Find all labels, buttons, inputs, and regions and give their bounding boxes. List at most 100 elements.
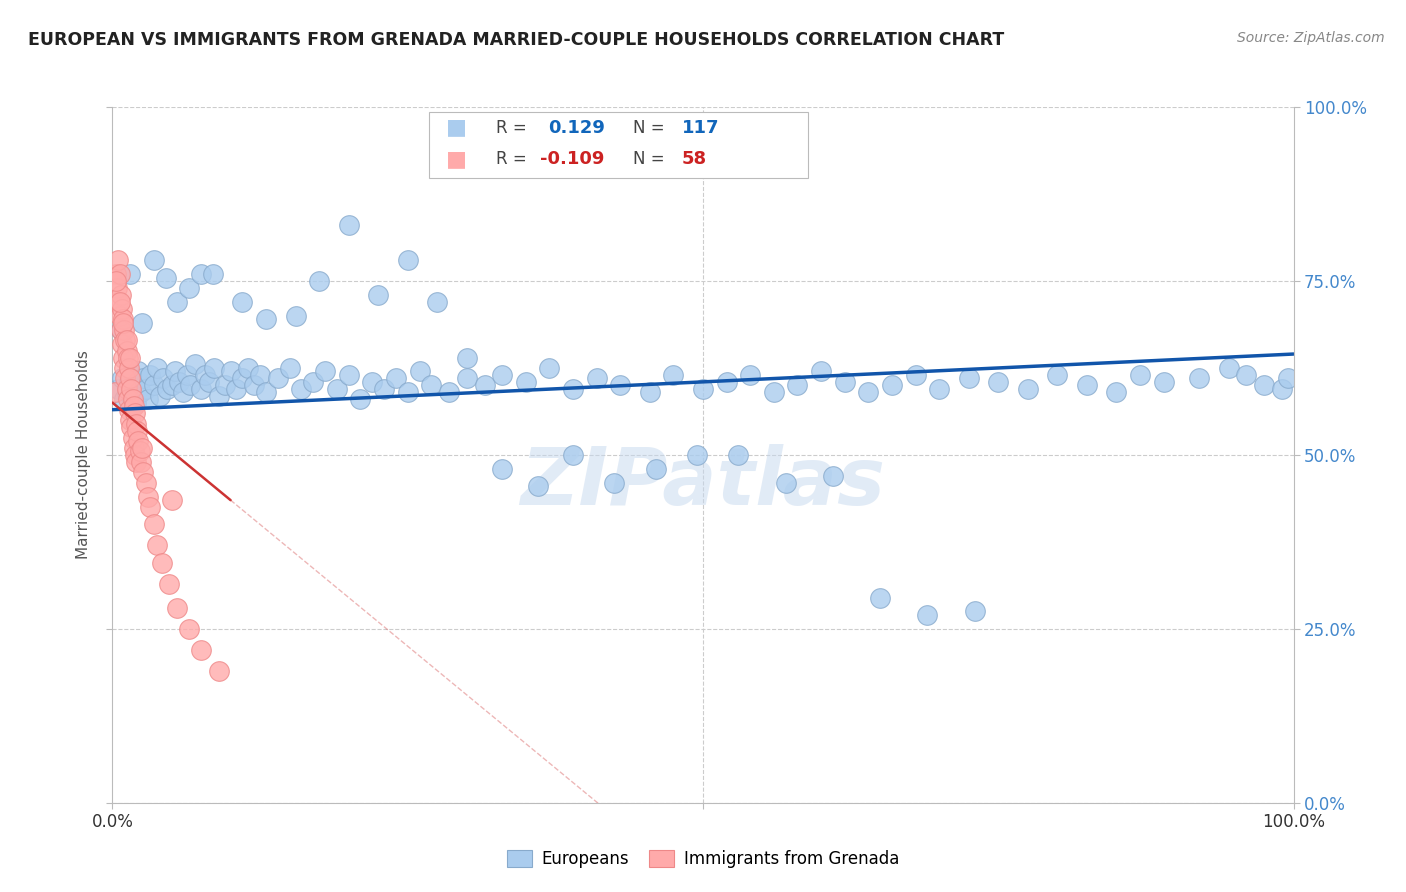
Point: [1271, 382, 1294, 396]
Point: [686, 448, 709, 462]
Point: [810, 364, 832, 378]
Point: [585, 371, 607, 385]
Point: [131, 316, 153, 330]
Text: 0.129: 0.129: [548, 119, 605, 136]
Point: [111, 301, 134, 316]
Point: [420, 378, 443, 392]
Point: [117, 351, 139, 365]
Point: [122, 378, 145, 392]
Text: R =: R =: [496, 150, 533, 168]
Point: [136, 490, 159, 504]
Point: [110, 323, 132, 337]
Point: [762, 385, 785, 400]
Point: [254, 312, 277, 326]
Point: [118, 402, 141, 417]
Point: [179, 281, 201, 295]
Point: [190, 267, 212, 281]
Point: [120, 351, 142, 365]
Point: [515, 375, 537, 389]
Text: 58: 58: [682, 150, 707, 168]
Point: [190, 382, 212, 396]
Point: [108, 267, 131, 281]
Point: [644, 462, 666, 476]
Point: [1234, 368, 1257, 382]
Point: [127, 424, 149, 438]
Point: [385, 371, 408, 385]
Point: [267, 371, 290, 385]
Point: [118, 360, 141, 375]
Point: [526, 479, 548, 493]
Point: [112, 351, 135, 365]
Point: [456, 351, 478, 365]
Point: [603, 475, 626, 490]
Point: [1277, 371, 1299, 385]
Legend: Europeans, Immigrants from Grenada: Europeans, Immigrants from Grenada: [501, 843, 905, 874]
Point: [112, 392, 135, 407]
Point: [125, 417, 148, 431]
Point: [120, 267, 142, 281]
Point: [349, 392, 371, 407]
Point: [367, 288, 389, 302]
Point: [1046, 368, 1069, 382]
Text: N =: N =: [633, 119, 669, 136]
Point: [111, 336, 134, 351]
Point: [111, 371, 134, 385]
Point: [308, 274, 330, 288]
Point: [107, 382, 129, 396]
Point: [142, 253, 165, 268]
Point: [396, 385, 419, 400]
Point: [125, 396, 148, 410]
Point: [858, 385, 880, 400]
Point: [1017, 382, 1039, 396]
Point: [880, 378, 903, 392]
Point: [115, 385, 138, 400]
Point: [638, 385, 661, 400]
Point: [243, 378, 266, 392]
Point: [202, 360, 225, 375]
Point: [337, 219, 360, 233]
Point: [120, 371, 142, 385]
Point: [302, 375, 325, 389]
Point: [108, 294, 131, 309]
Point: [165, 364, 187, 378]
Point: [917, 607, 939, 622]
Point: [474, 378, 496, 392]
Text: EUROPEAN VS IMMIGRANTS FROM GRENADA MARRIED-COUPLE HOUSEHOLDS CORRELATION CHART: EUROPEAN VS IMMIGRANTS FROM GRENADA MARR…: [28, 31, 1004, 49]
Point: [692, 382, 714, 396]
Text: ■: ■: [446, 149, 467, 169]
Point: [104, 385, 127, 400]
Point: [114, 371, 136, 385]
Point: [136, 392, 159, 407]
Point: [225, 382, 247, 396]
Point: [112, 323, 135, 337]
Point: [108, 309, 131, 323]
Point: [122, 399, 145, 413]
Point: [127, 364, 149, 378]
Point: [172, 385, 194, 400]
Point: [904, 368, 927, 382]
Point: [254, 385, 277, 400]
Point: [146, 360, 169, 375]
Point: [214, 378, 236, 392]
Point: [716, 375, 738, 389]
Point: [201, 267, 224, 281]
Point: [1153, 375, 1175, 389]
Point: [963, 605, 986, 619]
Point: [208, 664, 231, 678]
Point: [987, 375, 1010, 389]
Point: [107, 294, 129, 309]
Point: [326, 382, 349, 396]
Text: ZIPatlas: ZIPatlas: [520, 443, 886, 522]
Point: [122, 441, 145, 455]
Point: [834, 375, 856, 389]
Point: [124, 448, 146, 462]
Point: [157, 576, 180, 591]
Point: [249, 368, 271, 382]
Text: 117: 117: [682, 119, 720, 136]
Point: [139, 500, 162, 514]
Point: [142, 378, 165, 392]
Point: [957, 371, 980, 385]
Point: [337, 368, 360, 382]
Point: [609, 378, 631, 392]
Point: [135, 475, 157, 490]
